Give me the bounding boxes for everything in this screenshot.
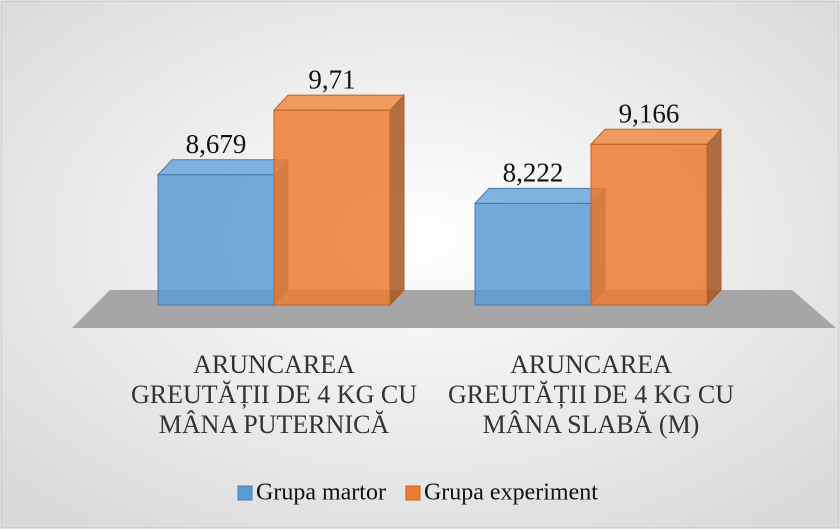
- bar-top: [272, 94, 406, 111]
- data-label: 9,166: [619, 98, 680, 128]
- bar: [273, 109, 391, 306]
- legend-swatch: [405, 485, 421, 501]
- bar-top: [589, 128, 723, 145]
- bar-top: [473, 187, 607, 204]
- legend-label: Grupa experiment: [424, 480, 598, 506]
- data-label: 9,71: [308, 64, 355, 94]
- bar: [157, 174, 275, 306]
- data-label: 8,679: [186, 129, 247, 159]
- bar-top: [156, 159, 290, 176]
- bar: [590, 143, 708, 306]
- legend-label: Grupa martor: [256, 480, 386, 506]
- x-tick-label: ARUNCAREA GREUTĂȚII DE 4 KG CU MÂNA PUTE…: [131, 350, 417, 439]
- bar: [474, 202, 592, 306]
- bar-side: [389, 93, 405, 307]
- bar-side: [706, 127, 722, 307]
- legend-swatch: [237, 485, 253, 501]
- data-label: 8,222: [503, 158, 564, 188]
- x-tick-label: ARUNCAREA GREUTĂȚII DE 4 KG CU MÂNA SLAB…: [448, 350, 734, 439]
